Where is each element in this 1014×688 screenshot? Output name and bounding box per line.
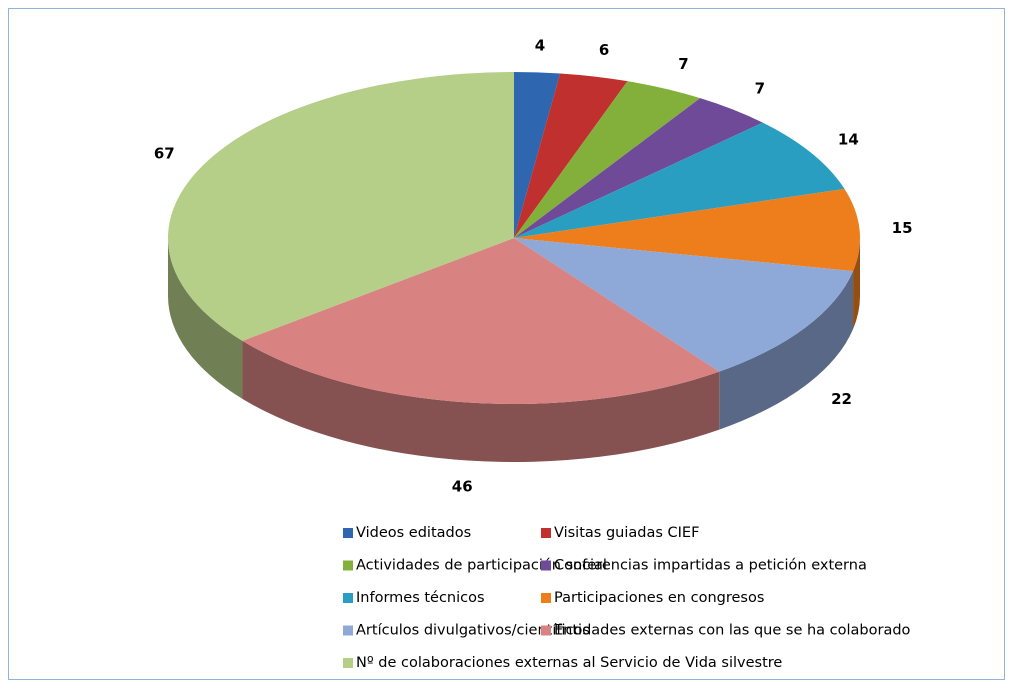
pie-slice — [168, 71, 514, 341]
legend-swatch — [343, 625, 353, 636]
pie-slice — [514, 81, 701, 238]
data-label: 7 — [678, 55, 688, 73]
data-label: 46 — [452, 477, 473, 495]
data-label: 22 — [831, 390, 852, 408]
legend-swatch — [343, 658, 353, 668]
legend-swatch — [541, 625, 551, 636]
pie-slice — [514, 238, 854, 372]
pie-slice — [514, 72, 561, 238]
data-label: 15 — [892, 219, 913, 237]
legend-swatch — [541, 593, 551, 603]
pie-side — [242, 340, 720, 462]
pie-side — [168, 238, 243, 399]
legend-label: Entidades externas con las que se ha col… — [554, 623, 911, 639]
pie-slice — [514, 98, 763, 238]
pie-slice — [242, 238, 720, 405]
legend-swatch — [343, 593, 353, 603]
data-label: 7 — [755, 79, 765, 97]
legend-label: Conferencias impartidas a petición exter… — [554, 558, 867, 574]
legend-label: Visitas guiadas CIEF — [554, 525, 699, 541]
legend-swatch — [343, 560, 353, 571]
legend-swatch — [343, 528, 353, 538]
data-label: 14 — [838, 130, 859, 148]
legend-swatch — [541, 528, 551, 538]
legend-label: Informes técnicos — [356, 590, 485, 606]
legend-label: Nº de colaboraciones externas al Servici… — [356, 655, 782, 671]
pie-slice — [514, 122, 845, 238]
data-label: 4 — [535, 36, 545, 54]
legend-label: Participaciones en congresos — [554, 590, 764, 606]
pie-slice — [514, 188, 860, 272]
pie-slice — [514, 73, 628, 238]
legend-label: Artículos divulgativos/científicos — [356, 623, 590, 639]
legend-label: Videos editados — [356, 525, 471, 541]
data-label: 67 — [154, 145, 175, 163]
data-label: 6 — [599, 41, 609, 59]
legend-swatch — [541, 560, 551, 571]
pie-side — [853, 238, 860, 330]
pie-side — [719, 271, 854, 430]
